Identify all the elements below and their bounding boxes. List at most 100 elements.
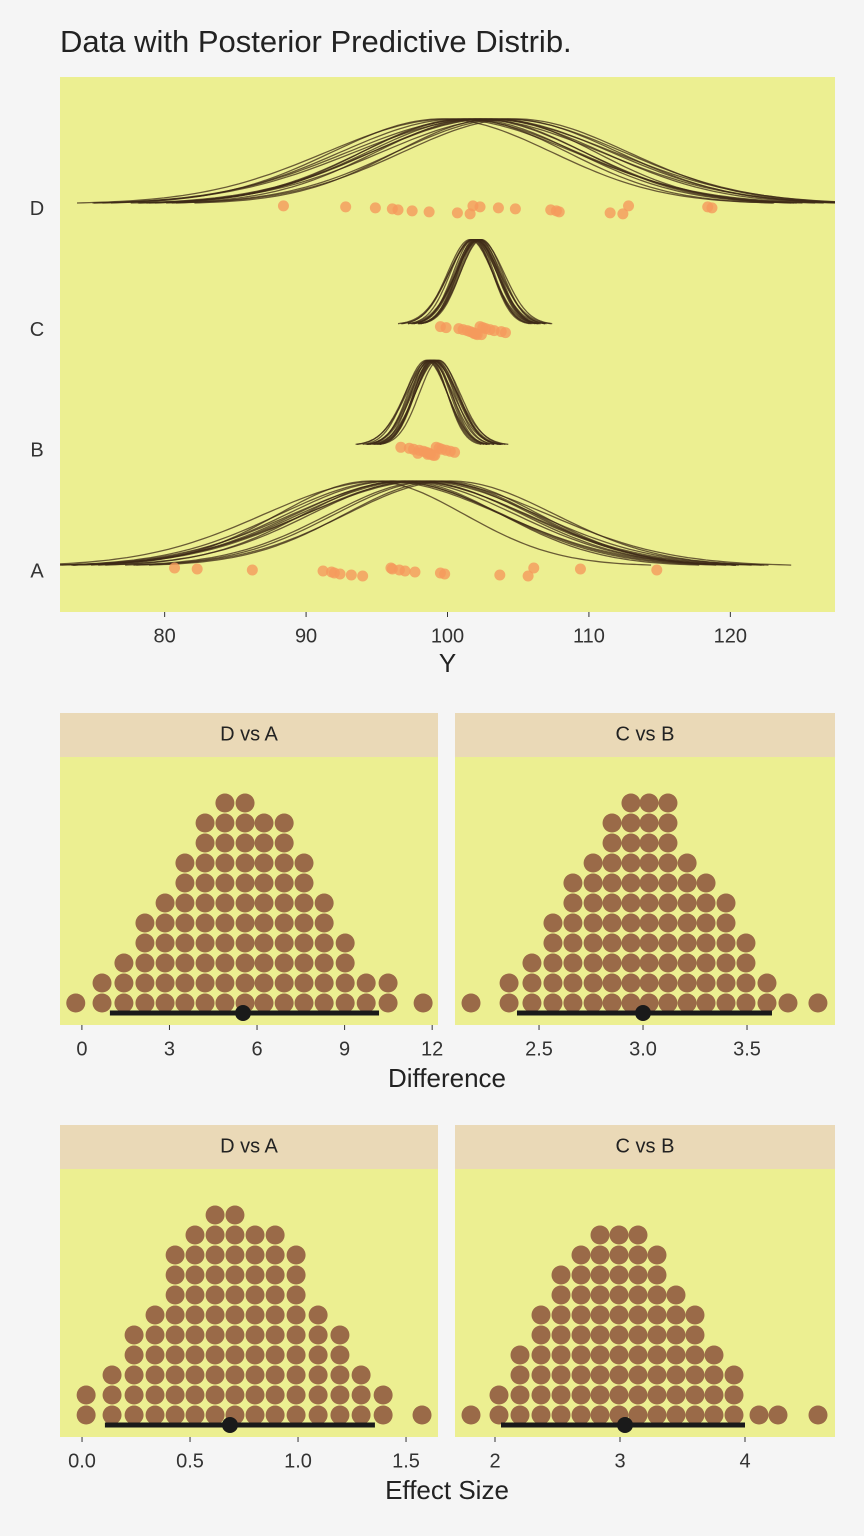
- density-curve: [400, 238, 546, 325]
- dot: [571, 1405, 591, 1425]
- dot: [583, 973, 603, 993]
- dot: [510, 1345, 530, 1365]
- data-point: [317, 565, 329, 577]
- dot: [522, 993, 542, 1013]
- dot: [195, 873, 215, 893]
- dot: [165, 1325, 185, 1345]
- dot: [254, 953, 274, 973]
- strip: [455, 713, 835, 757]
- dot: [628, 1265, 648, 1285]
- y-tick-label: B: [30, 440, 43, 462]
- dot: [215, 833, 235, 853]
- data-point: [706, 202, 718, 214]
- dot: [609, 1325, 629, 1345]
- dot: [205, 1345, 225, 1365]
- dot: [724, 1405, 744, 1425]
- dot: [195, 993, 215, 1013]
- strip-title: C vs B: [616, 723, 675, 745]
- dot: [685, 1385, 705, 1405]
- dot: [666, 1405, 686, 1425]
- dot: [155, 973, 175, 993]
- dot: [685, 1305, 705, 1325]
- dot: [628, 1225, 648, 1245]
- dot: [583, 953, 603, 973]
- dot: [778, 993, 798, 1013]
- dot: [647, 1265, 667, 1285]
- dot: [195, 933, 215, 953]
- dot: [647, 1385, 667, 1405]
- dot: [621, 793, 641, 813]
- dot: [590, 1405, 610, 1425]
- dot: [757, 973, 777, 993]
- dot: [551, 1265, 571, 1285]
- dot: [102, 1365, 122, 1385]
- dot: [351, 1405, 371, 1425]
- x-tick-label: 100: [431, 625, 464, 647]
- dot: [254, 833, 274, 853]
- dot: [639, 913, 659, 933]
- dot: [666, 1345, 686, 1365]
- dot: [696, 933, 716, 953]
- dot: [736, 993, 756, 1013]
- dot: [254, 813, 274, 833]
- dot: [145, 1365, 165, 1385]
- point-estimate: [235, 1005, 252, 1021]
- dot: [602, 913, 622, 933]
- dot: [205, 1205, 225, 1225]
- x-tick-label: 90: [295, 625, 317, 647]
- data-point: [345, 569, 357, 581]
- y-tick-label: A: [30, 560, 44, 582]
- dot: [621, 833, 641, 853]
- data-point: [509, 203, 521, 215]
- dot: [135, 973, 155, 993]
- data-point: [399, 565, 411, 577]
- dot: [114, 993, 134, 1013]
- dot: [609, 1365, 629, 1385]
- dot: [716, 993, 736, 1013]
- strip-title: D vs A: [220, 723, 278, 745]
- dot: [102, 1405, 122, 1425]
- data-point: [340, 201, 352, 213]
- data-point: [191, 563, 203, 575]
- strip: [455, 1125, 835, 1169]
- data-point: [395, 441, 407, 453]
- dot: [351, 1365, 371, 1385]
- data-point: [423, 206, 435, 218]
- dot: [274, 933, 294, 953]
- dot: [378, 973, 398, 993]
- data-point: [334, 568, 346, 580]
- dot: [628, 1385, 648, 1405]
- dot: [225, 1365, 245, 1385]
- dot: [286, 1245, 306, 1265]
- dot: [215, 953, 235, 973]
- dot: [571, 1285, 591, 1305]
- density-curve: [373, 359, 485, 446]
- data-point: [492, 202, 504, 214]
- dot: [335, 993, 355, 1013]
- dot: [225, 1345, 245, 1365]
- dot: [563, 993, 583, 1013]
- dot: [314, 993, 334, 1013]
- dot: [685, 1365, 705, 1385]
- dot: [124, 1405, 144, 1425]
- dot: [215, 913, 235, 933]
- data-point: [651, 564, 663, 576]
- data-point: [357, 570, 369, 582]
- dot: [245, 1365, 265, 1385]
- dot: [274, 953, 294, 973]
- dot: [704, 1385, 724, 1405]
- dot: [274, 973, 294, 993]
- data-point: [409, 566, 421, 578]
- dot: [639, 973, 659, 993]
- dot: [245, 1305, 265, 1325]
- dot: [563, 953, 583, 973]
- data-point: [392, 204, 404, 216]
- dot: [373, 1385, 393, 1405]
- dot: [639, 933, 659, 953]
- dot: [647, 1345, 667, 1365]
- dot: [704, 1365, 724, 1385]
- dot: [124, 1365, 144, 1385]
- dot: [165, 1265, 185, 1285]
- dot: [235, 953, 255, 973]
